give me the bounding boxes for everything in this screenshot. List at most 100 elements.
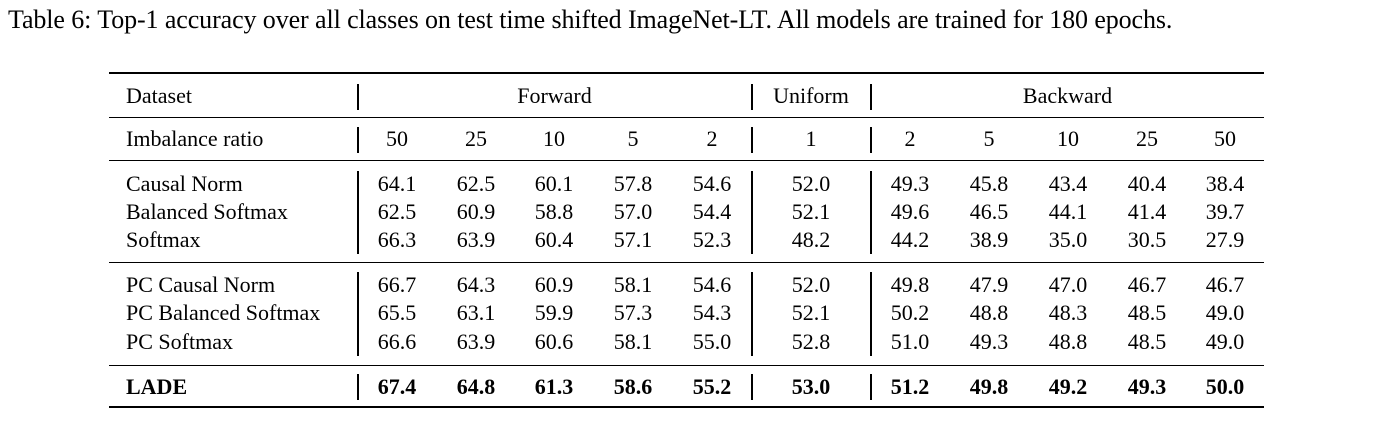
value-cell: 57.3	[613, 300, 653, 325]
value-cell: 49.8	[890, 272, 930, 297]
method-name: PC Balanced Softmax	[126, 300, 321, 325]
value-cell: 67.4	[377, 374, 417, 399]
value-cell: 54.3	[692, 300, 732, 325]
header-separator-1	[357, 84, 359, 110]
value-cell: 44.2	[890, 227, 930, 252]
ratio-cell: 50	[386, 126, 408, 151]
value-cell: 35.0	[1048, 227, 1088, 252]
ratio-cell: 5	[627, 126, 639, 151]
value-cell: 53.0	[791, 374, 831, 399]
method-name: PC Causal Norm	[126, 272, 276, 297]
value-cell: 50.0	[1205, 374, 1245, 399]
header-separator-5	[751, 127, 753, 153]
dataset-header: Dataset	[126, 83, 192, 108]
table-row: PC Softmax 66.6 63.9 60.6 58.1 55.0 52.8…	[0, 328, 1379, 356]
value-cell: 52.3	[692, 227, 732, 252]
body-separator	[751, 272, 753, 356]
body-separator	[751, 171, 753, 254]
value-cell: 54.6	[692, 272, 732, 297]
value-cell: 63.9	[456, 329, 496, 354]
value-cell: 64.1	[377, 171, 417, 196]
value-cell: 41.4	[1127, 199, 1167, 224]
value-cell: 66.3	[377, 227, 417, 252]
ratio-cell: 2	[904, 126, 916, 151]
value-cell: 47.0	[1048, 272, 1088, 297]
header-separator-2	[751, 84, 753, 110]
value-cell: 46.5	[969, 199, 1009, 224]
table-row: Softmax 66.3 63.9 60.4 57.1 52.3 48.2 44…	[0, 226, 1379, 254]
ratio-cell: 10	[1057, 126, 1079, 151]
body-separator	[357, 374, 359, 400]
body-separator	[357, 171, 359, 254]
header-separator-6	[870, 127, 872, 153]
value-cell: 45.8	[969, 171, 1009, 196]
forward-group-header: Forward	[517, 83, 592, 108]
table-row: PC Balanced Softmax 65.5 63.1 59.9 57.3 …	[0, 299, 1379, 327]
value-cell: 60.9	[534, 272, 574, 297]
group-divider-2	[109, 365, 1264, 366]
value-cell: 65.5	[377, 300, 417, 325]
ratio-cell: 1	[805, 126, 817, 151]
value-cell: 64.8	[456, 374, 496, 399]
value-cell: 43.4	[1048, 171, 1088, 196]
table-row: PC Causal Norm 66.7 64.3 60.9 58.1 54.6 …	[0, 271, 1379, 299]
value-cell: 63.9	[456, 227, 496, 252]
value-cell: 51.2	[890, 374, 930, 399]
body-separator	[357, 272, 359, 356]
method-name: PC Softmax	[126, 329, 233, 354]
value-cell: 49.3	[969, 329, 1009, 354]
value-cell: 58.8	[534, 199, 574, 224]
value-cell: 52.0	[791, 272, 831, 297]
value-cell: 62.5	[377, 199, 417, 224]
value-cell: 49.3	[890, 171, 930, 196]
method-name: Causal Norm	[126, 171, 243, 196]
value-cell: 60.1	[534, 171, 574, 196]
value-cell: 48.5	[1127, 329, 1167, 354]
value-cell: 46.7	[1205, 272, 1245, 297]
table-row: Balanced Softmax 62.5 60.9 58.8 57.0 54.…	[0, 198, 1379, 226]
value-cell: 52.1	[791, 300, 831, 325]
table-row: Causal Norm 64.1 62.5 60.1 57.8 54.6 52.…	[0, 170, 1379, 198]
value-cell: 48.8	[969, 300, 1009, 325]
body-separator	[870, 272, 872, 356]
value-cell: 47.9	[969, 272, 1009, 297]
value-cell: 48.3	[1048, 300, 1088, 325]
header-bottom-rule	[109, 160, 1264, 161]
value-cell: 61.3	[534, 374, 574, 399]
value-cell: 57.0	[613, 199, 653, 224]
table-caption: Table 6: Top-1 accuracy over all classes…	[8, 5, 1173, 34]
value-cell: 54.6	[692, 171, 732, 196]
body-separator	[870, 374, 872, 400]
ratio-cell: 50	[1214, 126, 1236, 151]
value-cell: 27.9	[1205, 227, 1245, 252]
uniform-group-header: Uniform	[773, 83, 849, 108]
value-cell: 54.4	[692, 199, 732, 224]
ratio-cell: 5	[983, 126, 995, 151]
value-cell: 57.1	[613, 227, 653, 252]
header-row-groups: Dataset Forward Uniform Backward	[0, 82, 1379, 110]
value-cell: 60.6	[534, 329, 574, 354]
header-divider	[109, 117, 1264, 118]
value-cell: 58.1	[613, 272, 653, 297]
ratio-cell: 10	[543, 126, 565, 151]
value-cell: 55.0	[692, 329, 732, 354]
value-cell: 48.2	[791, 227, 831, 252]
value-cell: 58.1	[613, 329, 653, 354]
value-cell: 66.6	[377, 329, 417, 354]
value-cell: 48.8	[1048, 329, 1088, 354]
value-cell: 38.4	[1205, 171, 1245, 196]
value-cell: 44.1	[1048, 199, 1088, 224]
value-cell: 49.0	[1205, 300, 1245, 325]
value-cell: 40.4	[1127, 171, 1167, 196]
value-cell: 63.1	[456, 300, 496, 325]
value-cell: 49.0	[1205, 329, 1245, 354]
ratio-cell: 2	[706, 126, 718, 151]
value-cell: 52.1	[791, 199, 831, 224]
ratio-cell: 25	[1136, 126, 1158, 151]
value-cell: 59.9	[534, 300, 574, 325]
top-rule	[109, 72, 1264, 74]
method-name: Softmax	[126, 227, 201, 252]
value-cell: 58.6	[613, 374, 653, 399]
value-cell: 52.8	[791, 329, 831, 354]
value-cell: 60.9	[456, 199, 496, 224]
